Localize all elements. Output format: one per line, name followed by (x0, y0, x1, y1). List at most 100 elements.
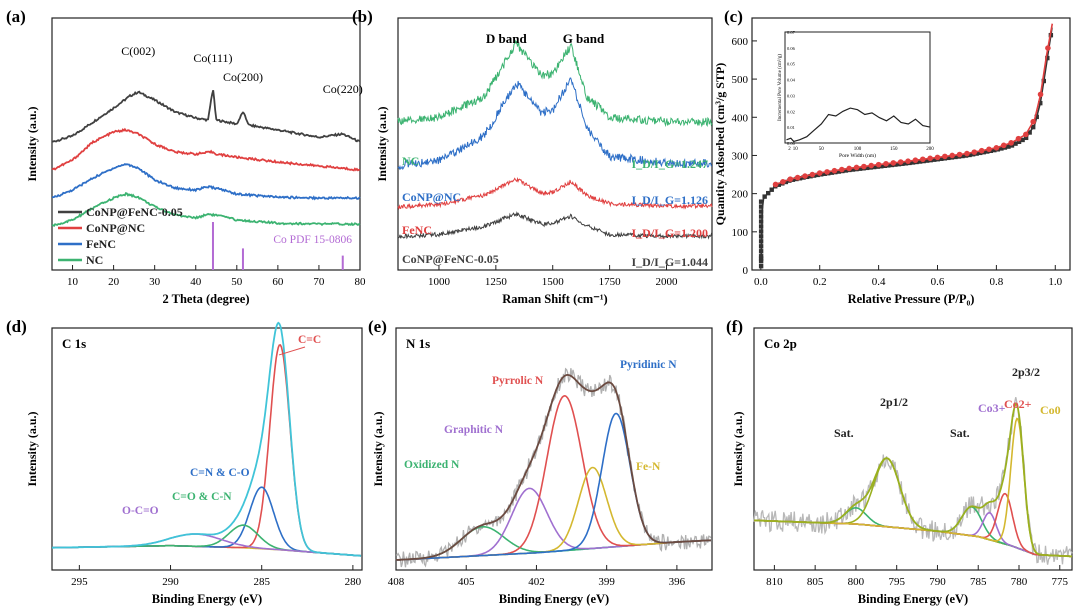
inset-x-tick-label: 150 (890, 147, 898, 152)
x-tick-label: 790 (929, 576, 946, 588)
desorption-marker (883, 160, 889, 167)
desorption-marker (861, 163, 867, 170)
component-label: Pyridinic N (620, 359, 677, 371)
inset-x-label: Pore Width (nm) (839, 152, 876, 159)
y-axis-label: Intensity (a.u.) (731, 411, 745, 486)
component-label: O-C=O (122, 505, 159, 517)
panel-e: (e) 408 405 402 399 396 Binding Energy (eV) Int… (368, 317, 713, 606)
desorption-marker (956, 151, 963, 158)
peak-annotation: Co2+ (1004, 397, 1032, 411)
component-label: Fe-N (636, 461, 661, 473)
x-tick-label: 402 (528, 576, 545, 588)
y-tick-label: 600 (732, 36, 749, 48)
x-tick-label: 1500 (542, 276, 565, 288)
ratio-label: I_D/I_G=1.200 (631, 226, 708, 240)
annotation-d-band: D band (486, 31, 528, 46)
x-tick-label: 10 (67, 276, 79, 288)
legend-label: CoNP@FeNC-0.05 (86, 205, 183, 219)
adsorption-marker (758, 214, 764, 219)
inset-y-label: Incremental Pore Volume (cm³/g) (777, 54, 783, 121)
adsorption-marker (917, 159, 923, 164)
inset-frame (784, 31, 931, 144)
panel-title: Co 2p (764, 336, 797, 351)
x-axis-label: 2 Theta (degree) (162, 292, 249, 306)
envelope-line (395, 373, 711, 561)
series-line-CoNP@NC (397, 77, 712, 171)
adsorption-marker (829, 170, 834, 175)
panel-label: (f) (726, 317, 743, 336)
inset-y-tick-label: 0.05 (787, 62, 796, 67)
x-tick-label: 0.6 (931, 276, 945, 288)
x-tick-label: 0.4 (872, 276, 886, 288)
ratio-label: I_D/I_G=1.126 (631, 193, 708, 207)
desorption-marker (875, 161, 882, 168)
x-tick-label: 785 (970, 576, 987, 588)
inset-x-tick-label: 50 (819, 147, 825, 152)
panel-d: (d) 295 290 285 280 Binding Energy (eV) Intens… (6, 317, 363, 606)
legend-label: CoNP@NC (86, 221, 145, 235)
legend-label: NC (86, 253, 103, 267)
adsorption-marker (1013, 141, 1018, 146)
x-tick-label: 285 (253, 576, 270, 588)
desorption-marker (986, 146, 992, 153)
inset-x-tick-label: 10 (793, 147, 799, 152)
x-tick-label: 50 (231, 276, 243, 288)
plot-frame (395, 327, 713, 571)
x-tick-label: 1750 (599, 276, 622, 288)
adsorption-marker (815, 172, 820, 178)
x-axis-label: Relative Pressure (P/P₀) (848, 292, 975, 306)
component-Co0 (754, 417, 1073, 558)
adsorption-marker (924, 158, 930, 163)
x-tick-label: 40 (190, 276, 202, 288)
adsorption-marker (758, 204, 764, 209)
x-tick-label: 810 (766, 576, 783, 588)
desorption-marker (839, 166, 845, 173)
desorption-marker (890, 160, 897, 166)
series-line-FeNC (397, 176, 713, 210)
desorption-marker (853, 164, 860, 171)
panel-label: (b) (352, 7, 373, 26)
inset-y-tick-label: 0.04 (787, 78, 796, 83)
x-tick-label: 2000 (655, 276, 678, 288)
desorption-marker (942, 153, 948, 160)
desorption-marker (816, 170, 823, 176)
panel-c: (c) 0.0 0.2 0.4 0.6 0.8 1.0 0 100 200 300 400 500 600… (713, 7, 1071, 306)
peak-annotation: Sat. (834, 426, 854, 440)
adsorption-marker (758, 249, 764, 254)
series-line-NC (51, 191, 361, 227)
adsorption-marker (953, 154, 958, 160)
desorption-marker (787, 176, 794, 182)
peak-annotation: Co3+ (978, 401, 1006, 415)
y-tick-label: 0 (743, 265, 749, 277)
inset-y-tick-label: 0.06 (787, 46, 796, 51)
inset-x-tick-label: 2 (788, 147, 791, 152)
x-tick-label: 0.2 (813, 276, 827, 288)
adsorption-marker (843, 168, 849, 173)
adsorption-marker (758, 259, 764, 264)
adsorption-marker (857, 166, 863, 171)
y-tick-label: 400 (732, 112, 749, 124)
x-axis-label: Binding Energy (eV) (152, 592, 262, 606)
panel-title: N 1s (406, 336, 430, 351)
peak-annotation: Co(200) (223, 70, 263, 84)
y-tick-label: 500 (732, 74, 749, 86)
y-axis-label: Intensity (a.u.) (25, 106, 39, 181)
x-tick-label: 0.8 (990, 276, 1004, 288)
adsorption-marker (960, 153, 965, 159)
desorption-marker (993, 145, 1000, 151)
adsorption-marker (871, 164, 877, 170)
panel-label: (e) (368, 317, 387, 336)
x-tick-label: 800 (848, 576, 865, 588)
adsorption-marker (783, 179, 789, 185)
adsorption-marker (864, 165, 870, 171)
desorption-marker (912, 157, 919, 164)
x-axis-label: Raman Shift (cm⁻¹) (502, 292, 607, 306)
adsorption-marker (758, 234, 764, 239)
peak-annotation: Co(111) (193, 51, 232, 65)
x-tick-label: 805 (807, 576, 824, 588)
desorption-marker (934, 154, 941, 161)
adsorption-marker (992, 147, 997, 153)
adsorption-marker (886, 163, 891, 168)
x-tick-label: 290 (162, 576, 179, 588)
series-line-CoNP@FeNC-0.05 (397, 211, 713, 240)
